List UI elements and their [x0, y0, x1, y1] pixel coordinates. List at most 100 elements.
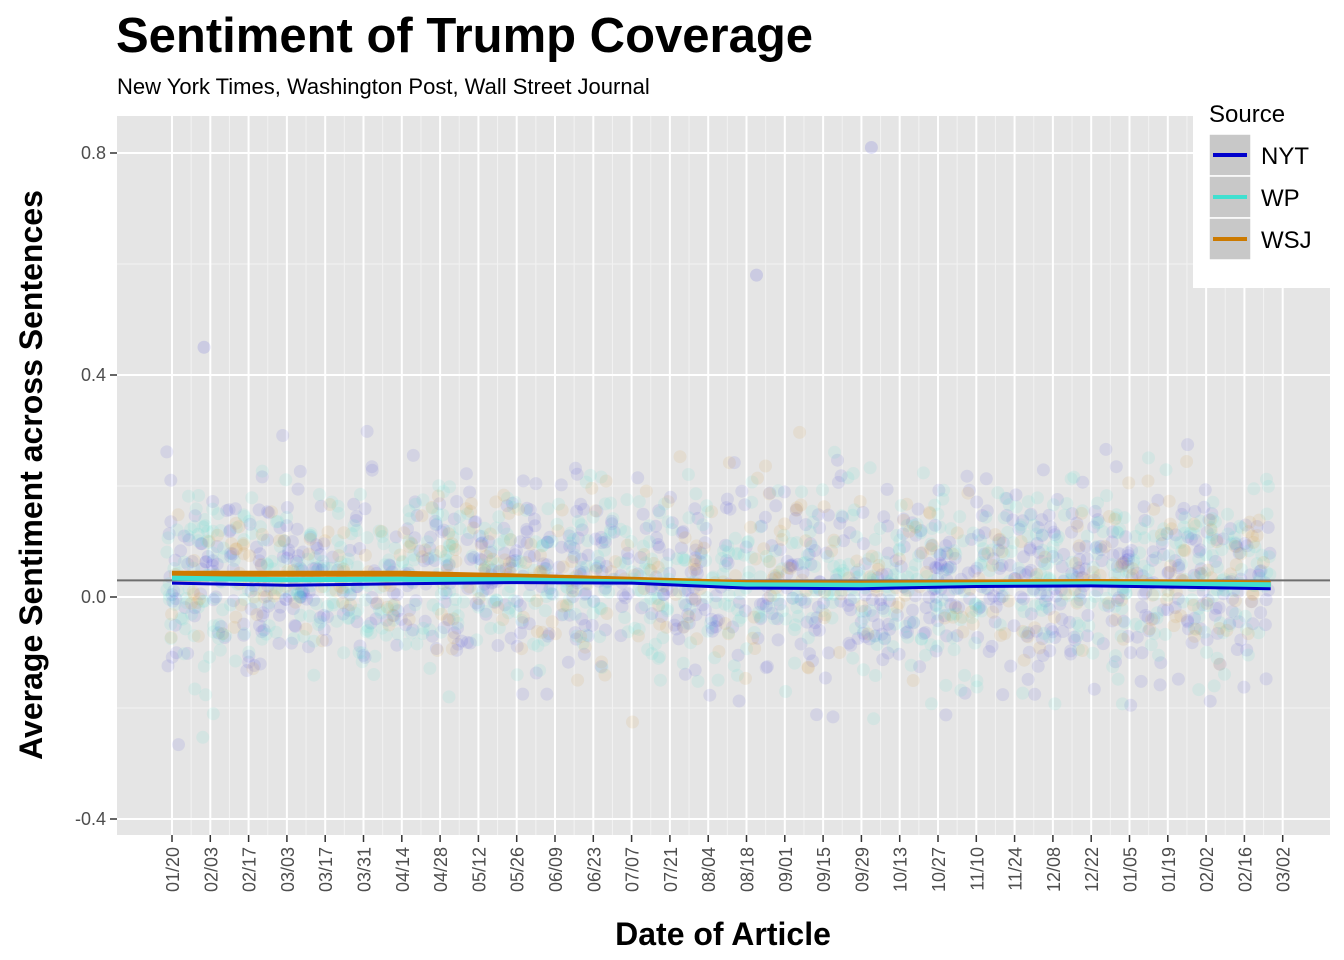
data-point: [562, 592, 576, 606]
data-point: [653, 617, 667, 631]
data-point: [1188, 629, 1202, 643]
data-point: [1022, 626, 1036, 640]
data-point: [461, 635, 474, 649]
data-point: [1205, 528, 1219, 542]
data-point: [338, 599, 352, 613]
data-point: [1241, 525, 1255, 539]
data-point: [639, 521, 653, 535]
data-point: [742, 565, 756, 579]
data-point: [280, 501, 294, 514]
data-point: [224, 598, 237, 612]
data-point: [529, 666, 543, 680]
data-point: [245, 526, 259, 540]
data-point: [865, 549, 879, 563]
data-point: [747, 626, 761, 639]
x-tick-label: 03/17: [316, 847, 336, 892]
data-point: [317, 537, 331, 551]
data-point: [925, 539, 939, 553]
data-point: [821, 508, 835, 522]
data-point: [779, 685, 793, 698]
data-point: [1168, 554, 1182, 568]
data-point: [1040, 600, 1054, 614]
data-point: [437, 485, 450, 498]
data-point: [165, 607, 179, 621]
data-point: [490, 594, 504, 607]
data-point: [296, 585, 310, 599]
data-point: [543, 530, 557, 544]
data-point: [1258, 618, 1272, 632]
data-point: [206, 502, 220, 516]
data-point: [593, 601, 607, 615]
data-point: [970, 674, 984, 688]
data-point: [1083, 596, 1097, 610]
data-point: [453, 509, 467, 523]
data-point: [295, 583, 309, 597]
data-point: [408, 495, 422, 509]
data-point: [621, 546, 634, 560]
data-point: [1161, 588, 1175, 602]
data-point: [1021, 495, 1035, 509]
data-point: [1088, 504, 1102, 518]
data-point: [289, 554, 303, 568]
data-point: [581, 629, 595, 643]
data-point: [402, 534, 416, 548]
data-point: [973, 600, 987, 614]
data-point: [678, 553, 692, 567]
data-point: [1243, 568, 1257, 582]
data-point: [237, 533, 251, 547]
data-point: [1215, 543, 1229, 557]
data-point: [308, 551, 322, 565]
data-point: [185, 555, 199, 568]
data-point: [276, 550, 290, 564]
data-point: [510, 639, 524, 653]
data-point: [1016, 624, 1030, 638]
data-point: [333, 560, 347, 574]
data-point: [754, 610, 768, 624]
data-point: [676, 525, 690, 539]
data-point: [326, 596, 340, 610]
data-point: [451, 609, 465, 623]
data-point: [160, 583, 174, 597]
data-point: [949, 547, 963, 561]
data-point: [262, 596, 276, 610]
data-point: [790, 601, 804, 615]
data-point: [720, 492, 734, 506]
data-point: [931, 607, 945, 621]
data-point: [440, 613, 454, 626]
data-point: [226, 547, 240, 561]
data-point: [1109, 649, 1122, 663]
data-point: [341, 612, 355, 625]
data-point: [833, 558, 847, 572]
data-point: [585, 481, 599, 495]
data-point: [1091, 632, 1105, 646]
data-point: [1202, 535, 1216, 549]
data-point: [491, 557, 505, 571]
data-point: [875, 627, 889, 641]
data-point: [1102, 599, 1116, 613]
data-point: [738, 498, 752, 512]
data-point: [440, 559, 454, 573]
data-point: [1154, 528, 1168, 542]
data-point: [407, 548, 420, 562]
data-point: [1171, 672, 1185, 686]
data-point: [1082, 619, 1096, 633]
data-point: [182, 533, 196, 547]
data-point: [773, 565, 787, 579]
data-point: [938, 611, 952, 625]
data-point: [1055, 560, 1069, 574]
data-point: [535, 625, 549, 639]
data-point: [161, 659, 175, 673]
data-point: [472, 598, 485, 612]
data-point: [607, 525, 621, 539]
data-point: [947, 643, 961, 657]
data-point: [805, 611, 819, 625]
data-point: [1106, 525, 1120, 539]
data-point: [1017, 550, 1031, 564]
data-point: [676, 620, 690, 634]
data-point: [1175, 544, 1189, 558]
data-point: [936, 492, 950, 506]
data-point: [484, 621, 498, 635]
data-point: [775, 562, 789, 576]
data-point: [595, 660, 609, 674]
data-point: [552, 560, 566, 574]
